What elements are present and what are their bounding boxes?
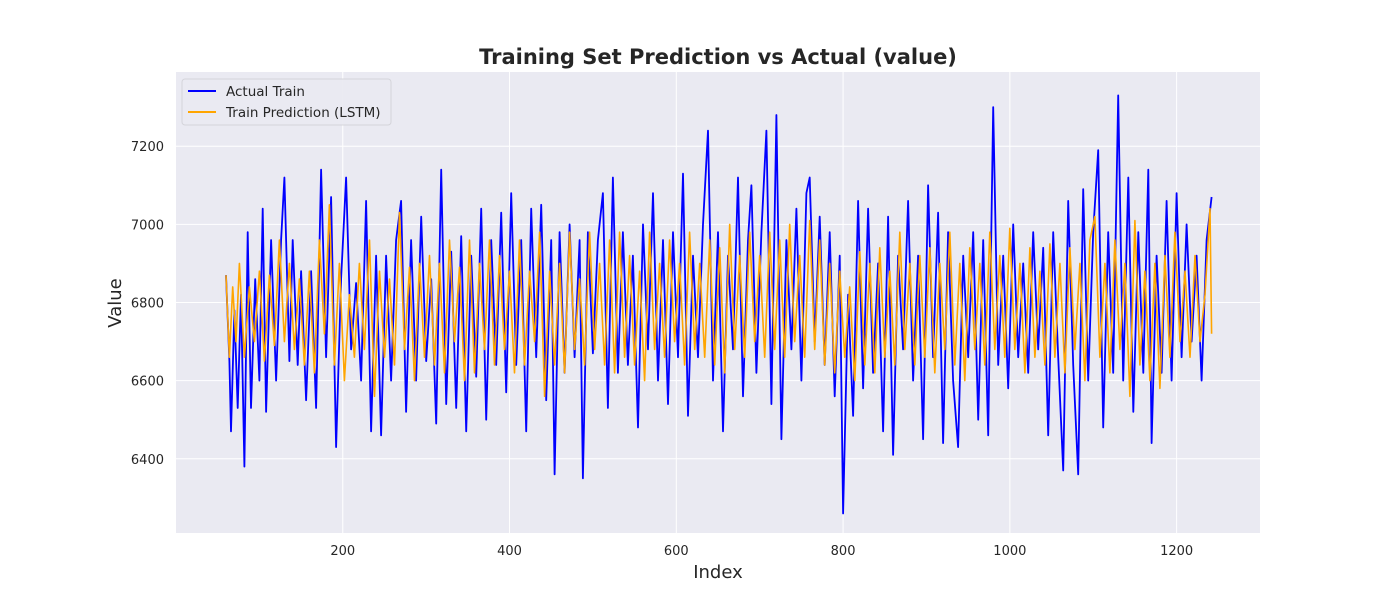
- x-tick-label: 1000: [993, 544, 1026, 559]
- x-tick-label: 1200: [1160, 544, 1193, 559]
- chart-title: Training Set Prediction vs Actual (value…: [479, 45, 957, 69]
- x-axis-label: Index: [693, 562, 743, 583]
- series-line-actual-train: [225, 94, 1213, 515]
- y-tick-label: 6400: [131, 453, 164, 468]
- y-axis-label: Value: [105, 278, 126, 327]
- x-tick-label: 600: [664, 544, 689, 559]
- legend-label-prediction: Train Prediction (LSTM): [225, 105, 381, 121]
- x-tick-label: 400: [497, 544, 522, 559]
- x-tick-label: 800: [831, 544, 856, 559]
- series-lines: [225, 94, 1213, 515]
- y-tick-label: 7000: [131, 218, 164, 233]
- legend: Actual Train Train Prediction (LSTM): [181, 78, 392, 126]
- y-tick-label: 6800: [131, 297, 164, 312]
- tick-labels: 200 400 600 800 1000 1200 6400 6600 6800 7000 7200: [131, 140, 1193, 559]
- series-line-train-prediction: [225, 204, 1213, 398]
- x-tick-label: 200: [330, 544, 355, 559]
- legend-box: [181, 78, 392, 126]
- y-tick-label: 7200: [131, 140, 164, 155]
- legend-label-actual: Actual Train: [226, 84, 305, 100]
- y-tick-label: 6600: [131, 375, 164, 390]
